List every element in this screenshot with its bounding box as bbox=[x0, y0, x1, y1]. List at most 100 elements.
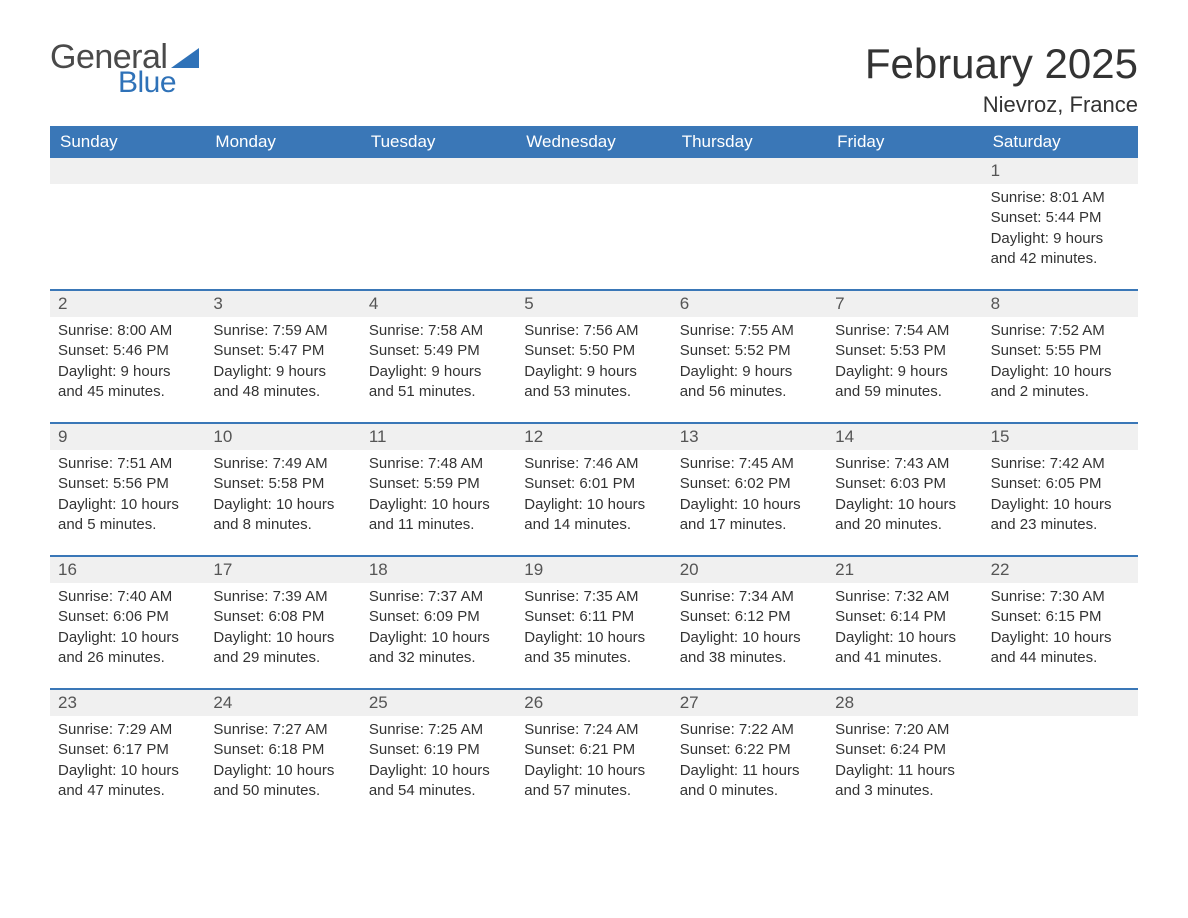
sunset-line: Sunset: 5:44 PM bbox=[991, 208, 1130, 228]
day-details: Sunrise: 7:46 AMSunset: 6:01 PMDaylight:… bbox=[516, 450, 671, 555]
sunset-line: Sunset: 6:06 PM bbox=[58, 607, 197, 627]
weekday-header: Thursday bbox=[672, 126, 827, 158]
sunset-line: Sunset: 6:05 PM bbox=[991, 474, 1130, 494]
weekday-header: Tuesday bbox=[361, 126, 516, 158]
sunrise-line: Sunrise: 7:54 AM bbox=[835, 321, 974, 341]
sunrise-line: Sunrise: 7:52 AM bbox=[991, 321, 1130, 341]
day-details: Sunrise: 7:42 AMSunset: 6:05 PMDaylight:… bbox=[983, 450, 1138, 555]
calendar-body: 1 Sunrise: 8:01 AMSunset: 5:44 PM Daylight… bbox=[50, 158, 1138, 821]
day-details: Sunrise: 7:55 AMSunset: 5:52 PMDaylight:… bbox=[672, 317, 827, 422]
day-details: Sunrise: 7:30 AMSunset: 6:15 PMDaylight:… bbox=[983, 583, 1138, 688]
calendar-cell: 4Sunrise: 7:58 AMSunset: 5:49 PMDaylight… bbox=[361, 289, 516, 422]
day-number: 23 bbox=[50, 690, 205, 716]
weekday-header: Friday bbox=[827, 126, 982, 158]
day-number: 14 bbox=[827, 424, 982, 450]
day-details: Sunrise: 7:20 AMSunset: 6:24 PMDaylight:… bbox=[827, 716, 982, 821]
weekday-header: Wednesday bbox=[516, 126, 671, 158]
calendar-cell: 10Sunrise: 7:49 AMSunset: 5:58 PMDayligh… bbox=[205, 422, 360, 555]
daylight-line: Daylight: 10 hours and 17 minutes. bbox=[680, 495, 819, 536]
calendar-cell: 23Sunrise: 7:29 AMSunset: 6:17 PMDayligh… bbox=[50, 688, 205, 821]
sunset-line: Sunset: 6:22 PM bbox=[680, 740, 819, 760]
day-number bbox=[827, 158, 982, 184]
calendar-header-row: SundayMondayTuesdayWednesdayThursdayFrid… bbox=[50, 126, 1138, 158]
day-number: 18 bbox=[361, 557, 516, 583]
title-block: February 2025 Nievroz, France bbox=[865, 40, 1138, 118]
daylight-line: Daylight: 9 hours and 59 minutes. bbox=[835, 362, 974, 403]
day-number bbox=[983, 690, 1138, 716]
daylight-line: Daylight: 10 hours and 2 minutes. bbox=[991, 362, 1130, 403]
sunset-line: Sunset: 6:03 PM bbox=[835, 474, 974, 494]
location-subtitle: Nievroz, France bbox=[865, 92, 1138, 118]
day-number: 3 bbox=[205, 291, 360, 317]
daylight-line: Daylight: 10 hours and 23 minutes. bbox=[991, 495, 1130, 536]
sunset-line: Sunset: 5:52 PM bbox=[680, 341, 819, 361]
day-details: Sunrise: 7:56 AMSunset: 5:50 PMDaylight:… bbox=[516, 317, 671, 422]
sunrise-line: Sunrise: 7:46 AM bbox=[524, 454, 663, 474]
calendar-cell: 24Sunrise: 7:27 AMSunset: 6:18 PMDayligh… bbox=[205, 688, 360, 821]
calendar-cell bbox=[50, 158, 205, 289]
sunrise-line: Sunrise: 7:43 AM bbox=[835, 454, 974, 474]
day-details bbox=[672, 184, 827, 274]
sunrise-line: Sunrise: 7:55 AM bbox=[680, 321, 819, 341]
sunset-line: Sunset: 6:14 PM bbox=[835, 607, 974, 627]
sunrise-line: Sunrise: 7:32 AM bbox=[835, 587, 974, 607]
daylight-line: Daylight: 10 hours and 35 minutes. bbox=[524, 628, 663, 669]
calendar-cell: 3Sunrise: 7:59 AMSunset: 5:47 PMDaylight… bbox=[205, 289, 360, 422]
calendar-cell: 2Sunrise: 8:00 AMSunset: 5:46 PMDaylight… bbox=[50, 289, 205, 422]
daylight-line: Daylight: 10 hours and 20 minutes. bbox=[835, 495, 974, 536]
sunset-line: Sunset: 6:08 PM bbox=[213, 607, 352, 627]
calendar-cell bbox=[516, 158, 671, 289]
day-number: 26 bbox=[516, 690, 671, 716]
sunset-line: Sunset: 6:19 PM bbox=[369, 740, 508, 760]
day-details bbox=[50, 184, 205, 274]
day-number: 8 bbox=[983, 291, 1138, 317]
day-details: Sunrise: 7:52 AMSunset: 5:55 PMDaylight:… bbox=[983, 317, 1138, 422]
day-number: 1 bbox=[983, 158, 1138, 184]
day-number: 19 bbox=[516, 557, 671, 583]
calendar-cell: 13Sunrise: 7:45 AMSunset: 6:02 PMDayligh… bbox=[672, 422, 827, 555]
sunrise-line: Sunrise: 7:27 AM bbox=[213, 720, 352, 740]
daylight-line: Daylight: 11 hours and 0 minutes. bbox=[680, 761, 819, 802]
day-number bbox=[672, 158, 827, 184]
daylight-line: Daylight: 10 hours and 41 minutes. bbox=[835, 628, 974, 669]
daylight-line: Daylight: 10 hours and 54 minutes. bbox=[369, 761, 508, 802]
daylight-line: Daylight: 10 hours and 8 minutes. bbox=[213, 495, 352, 536]
calendar-cell: 21Sunrise: 7:32 AMSunset: 6:14 PMDayligh… bbox=[827, 555, 982, 688]
calendar-cell: 28Sunrise: 7:20 AMSunset: 6:24 PMDayligh… bbox=[827, 688, 982, 821]
sunrise-line: Sunrise: 7:59 AM bbox=[213, 321, 352, 341]
sunset-line: Sunset: 5:50 PM bbox=[524, 341, 663, 361]
calendar-cell: 15Sunrise: 7:42 AMSunset: 6:05 PMDayligh… bbox=[983, 422, 1138, 555]
sunrise-line: Sunrise: 7:56 AM bbox=[524, 321, 663, 341]
calendar-cell bbox=[827, 158, 982, 289]
sunset-line: Sunset: 5:55 PM bbox=[991, 341, 1130, 361]
sunset-line: Sunset: 5:46 PM bbox=[58, 341, 197, 361]
day-details bbox=[516, 184, 671, 274]
day-details: Sunrise: 7:51 AMSunset: 5:56 PMDaylight:… bbox=[50, 450, 205, 555]
sunrise-line: Sunrise: 8:01 AM bbox=[991, 188, 1130, 208]
day-details: Sunrise: 7:34 AMSunset: 6:12 PMDaylight:… bbox=[672, 583, 827, 688]
sunrise-line: Sunrise: 7:51 AM bbox=[58, 454, 197, 474]
calendar-cell: 11Sunrise: 7:48 AMSunset: 5:59 PMDayligh… bbox=[361, 422, 516, 555]
day-number: 20 bbox=[672, 557, 827, 583]
day-number: 11 bbox=[361, 424, 516, 450]
day-number bbox=[205, 158, 360, 184]
sunrise-line: Sunrise: 7:42 AM bbox=[991, 454, 1130, 474]
day-number: 15 bbox=[983, 424, 1138, 450]
brand-logo: General Blue bbox=[50, 40, 199, 98]
daylight-line: Daylight: 10 hours and 14 minutes. bbox=[524, 495, 663, 536]
day-details: Sunrise: 7:24 AMSunset: 6:21 PMDaylight:… bbox=[516, 716, 671, 821]
day-number: 17 bbox=[205, 557, 360, 583]
sunset-line: Sunset: 5:56 PM bbox=[58, 474, 197, 494]
calendar-cell: 14 Sunrise: 7:43 AMSunset: 6:03 PMDayligh… bbox=[827, 422, 982, 555]
day-number bbox=[361, 158, 516, 184]
day-number: 4 bbox=[361, 291, 516, 317]
calendar-cell: 17Sunrise: 7:39 AMSunset: 6:08 PMDayligh… bbox=[205, 555, 360, 688]
day-number: 5 bbox=[516, 291, 671, 317]
sunrise-line: Sunrise: 7:58 AM bbox=[369, 321, 508, 341]
day-number bbox=[516, 158, 671, 184]
daylight-line: Daylight: 9 hours and 56 minutes. bbox=[680, 362, 819, 403]
calendar-cell: 22Sunrise: 7:30 AMSunset: 6:15 PMDayligh… bbox=[983, 555, 1138, 688]
sunrise-line: Sunrise: 7:29 AM bbox=[58, 720, 197, 740]
day-details: Sunrise: 7:32 AMSunset: 6:14 PMDaylight:… bbox=[827, 583, 982, 688]
sunset-line: Sunset: 6:11 PM bbox=[524, 607, 663, 627]
